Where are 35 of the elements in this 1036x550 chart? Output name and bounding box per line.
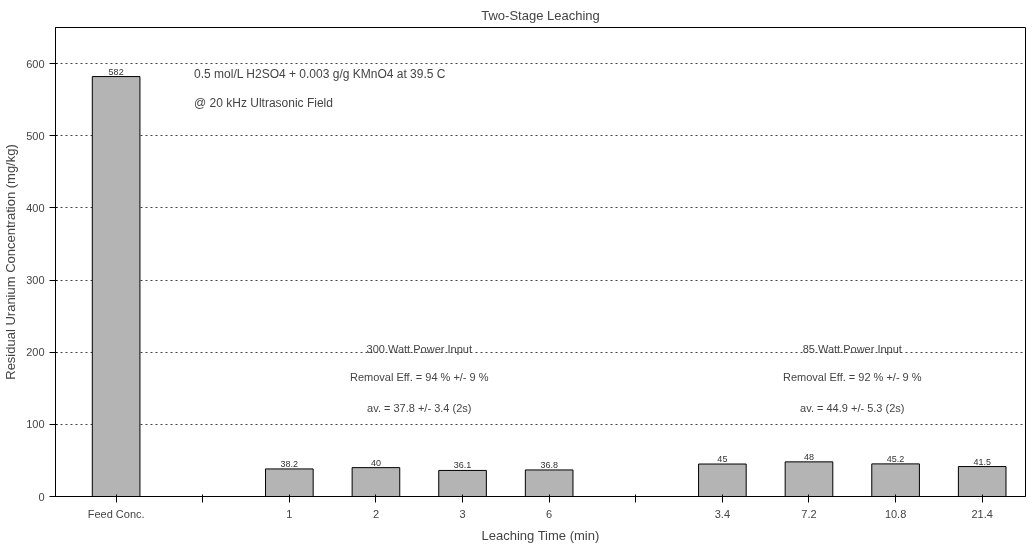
y-tick-label: 600 [26, 57, 45, 70]
y-tick-label: 500 [26, 129, 45, 142]
data-label: 36.8 [540, 459, 558, 470]
annotation: Removal Eff. = 92 % +/- 9 % [782, 371, 922, 384]
annotation: Removal Eff. = 94 % +/- 9 % [349, 371, 489, 384]
x-tick-label: 10.8 [884, 507, 907, 520]
data-label: 38.2 [280, 458, 299, 469]
x-tick-label: 2 [372, 507, 380, 520]
y-tick-label: 300 [26, 274, 45, 287]
data-label: 45.2 [886, 453, 905, 464]
annotation: av. = 44.9 +/- 5.3 (2s) [800, 402, 905, 415]
y-tick-label: 400 [26, 201, 45, 214]
x-tick-label: 6 [546, 507, 553, 520]
annotation: av. = 37.8 +/- 3.4 (2s) [367, 402, 472, 415]
data-label: 36.1 [453, 460, 472, 471]
data-label: 48 [803, 451, 814, 462]
annotation: 300 Watt Power Input [366, 342, 472, 355]
data-label: 41.5 [973, 456, 991, 467]
x-tick-label: 3 [459, 507, 466, 520]
annotation: @ 20 kHz Ultrasonic Field [194, 96, 333, 111]
x-tick-label: 21.4 [971, 507, 993, 520]
x-axis-title: Leaching Time (min) [481, 527, 600, 543]
x-tick-label: 1 [286, 507, 293, 520]
annotation: 0.5 mol/L H2SO4 + 0.003 g/g KMnO4 at 39.5 C [194, 67, 446, 82]
data-label: 40 [370, 457, 381, 468]
y-axis-title: Residual Uranium Concentration (mg/kg) [3, 144, 19, 380]
x-tick-label: 3.4 [714, 507, 731, 520]
data-label: 582 [108, 66, 124, 77]
x-tick-label: 7.2 [801, 507, 817, 520]
y-tick-label: 200 [26, 346, 45, 359]
chart-title: Two-Stage Leaching [481, 7, 600, 23]
y-tick-label: 100 [26, 418, 45, 431]
data-label: 45 [717, 454, 728, 465]
y-tick-label: 0 [38, 490, 45, 503]
x-tick-label: Feed Conc. [87, 507, 145, 520]
